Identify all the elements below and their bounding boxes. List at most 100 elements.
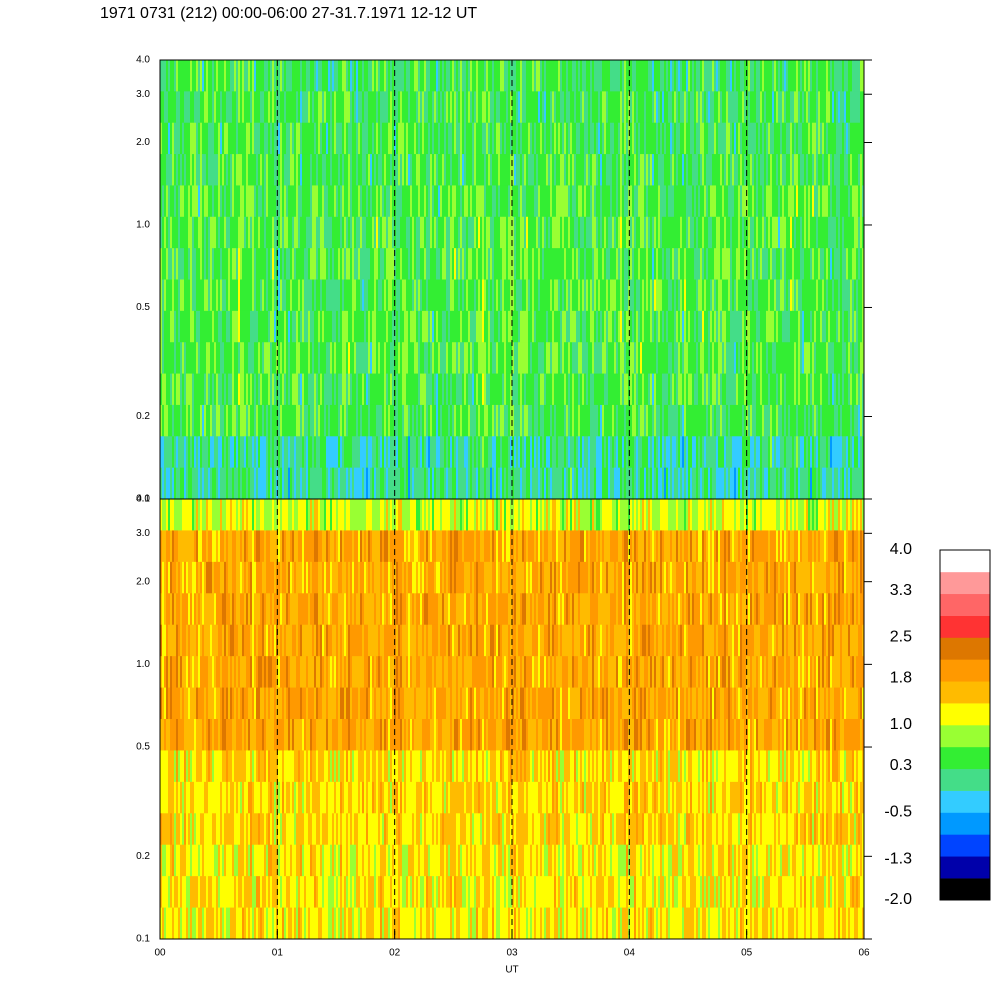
texture-cell	[786, 468, 788, 500]
texture-cell	[846, 248, 848, 280]
texture-cell	[670, 436, 672, 468]
texture-cell	[694, 248, 696, 280]
texture-cell	[752, 374, 754, 406]
texture-cell	[716, 342, 718, 374]
texture-cell	[834, 311, 836, 343]
texture-cell	[182, 217, 184, 249]
texture-cell	[738, 185, 740, 217]
texture-cell	[752, 154, 754, 186]
texture-cell	[788, 123, 790, 155]
texture-cell	[772, 405, 774, 437]
texture-cell	[478, 123, 480, 155]
texture-cell	[852, 311, 854, 343]
texture-cell	[798, 342, 800, 374]
texture-cell	[362, 217, 364, 249]
texture-cell	[182, 154, 184, 186]
texture-cell	[734, 185, 736, 217]
texture-cell	[592, 248, 594, 280]
texture-cell	[232, 185, 234, 217]
texture-cell	[432, 185, 434, 217]
texture-cell	[598, 311, 600, 343]
texture-cell	[300, 311, 302, 343]
texture-cell	[408, 374, 410, 406]
texture-cell	[778, 123, 780, 155]
texture-cell	[616, 280, 618, 312]
texture-cell	[584, 468, 586, 500]
texture-cell	[800, 248, 802, 280]
texture-cell	[834, 154, 836, 186]
texture-cell	[720, 217, 722, 249]
texture-cell	[210, 468, 212, 500]
texture-cell	[406, 280, 408, 312]
texture-cell	[848, 91, 850, 123]
texture-cell	[378, 154, 380, 186]
texture-cell	[502, 91, 504, 123]
texture-cell	[808, 217, 810, 249]
texture-cell	[744, 342, 746, 374]
texture-cell	[186, 374, 188, 406]
texture-cell	[792, 311, 794, 343]
texture-cell	[376, 342, 378, 374]
texture-cell	[620, 374, 622, 406]
texture-cell	[392, 123, 394, 155]
texture-cell	[202, 342, 204, 374]
texture-cell	[384, 60, 386, 92]
texture-cell	[230, 123, 232, 155]
texture-cell	[534, 217, 536, 249]
texture-cell	[530, 60, 532, 92]
texture-cell	[320, 185, 322, 217]
texture-cell	[506, 154, 508, 186]
texture-cell	[286, 154, 288, 186]
texture-cell	[338, 311, 340, 343]
texture-cell	[444, 91, 446, 123]
texture-cell	[516, 154, 518, 186]
texture-cell	[788, 185, 790, 217]
texture-cell	[554, 217, 556, 249]
texture-cell	[170, 154, 172, 186]
texture-cell	[260, 342, 262, 374]
texture-cell	[212, 342, 214, 374]
texture-cell	[714, 248, 716, 280]
texture-cell	[504, 405, 506, 437]
texture-cell	[206, 185, 208, 217]
texture-cell	[234, 280, 236, 312]
texture-cell	[442, 311, 444, 343]
texture-cell	[398, 468, 400, 500]
texture-cell	[244, 60, 246, 92]
texture-cell	[776, 185, 778, 217]
texture-cell	[698, 468, 700, 500]
texture-cell	[348, 248, 350, 280]
texture-cell	[652, 405, 654, 437]
texture-cell	[458, 217, 460, 249]
texture-cell	[354, 91, 356, 123]
texture-cell	[438, 468, 440, 500]
texture-cell	[834, 280, 836, 312]
texture-cell	[728, 468, 730, 500]
texture-cell	[662, 60, 664, 92]
texture-cell	[780, 311, 782, 343]
texture-cell	[564, 468, 566, 500]
texture-cell	[744, 123, 746, 155]
texture-cell	[680, 374, 682, 406]
texture-cell	[834, 436, 836, 468]
texture-cell	[568, 60, 570, 92]
texture-cell	[548, 436, 550, 468]
texture-cell	[224, 374, 226, 406]
texture-cell	[742, 342, 744, 374]
texture-cell	[364, 185, 366, 217]
texture-cell	[590, 91, 592, 123]
texture-cell	[306, 60, 308, 92]
texture-cell	[282, 342, 284, 374]
texture-cell	[242, 185, 244, 217]
texture-cell	[262, 185, 264, 217]
texture-cell	[232, 436, 234, 468]
texture-cell	[764, 405, 766, 437]
texture-cell	[578, 405, 580, 437]
texture-cell	[540, 374, 542, 406]
texture-cell	[732, 154, 734, 186]
texture-cell	[166, 405, 168, 437]
texture-cell	[552, 374, 554, 406]
texture-cell	[566, 91, 568, 123]
texture-cell	[588, 342, 590, 374]
texture-cell	[244, 154, 246, 186]
